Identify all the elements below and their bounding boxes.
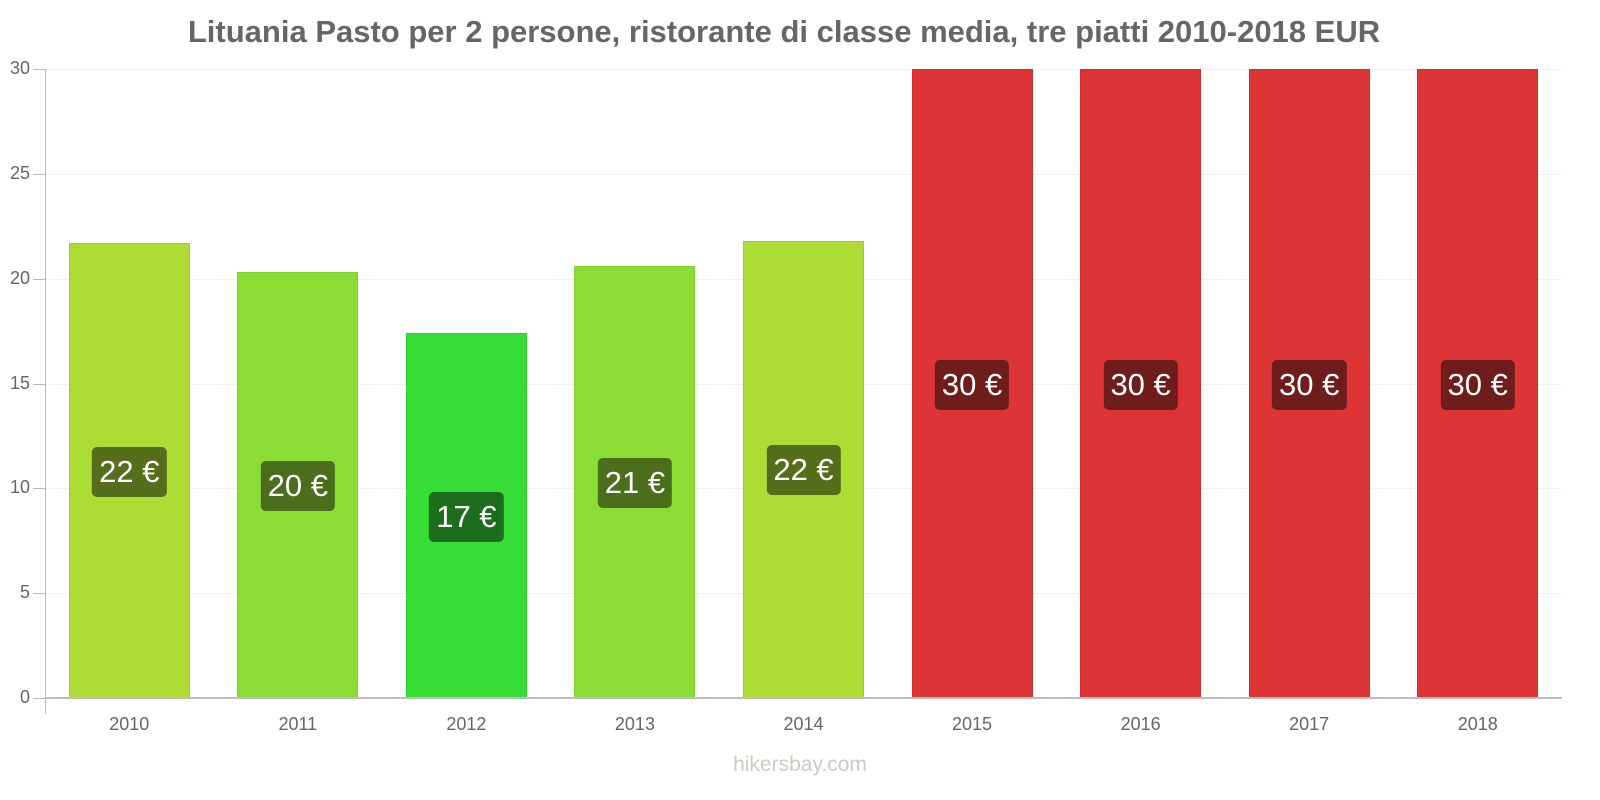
bar-value-label: 30 € [1271,359,1347,410]
watermark: hikersbay.com [733,753,867,776]
y-tick-mark [33,593,45,595]
y-tick-mark [33,698,45,699]
x-tick-label: 2013 [614,714,655,734]
chart-title: Lituania Pasto per 2 persone, ristorante… [187,14,1381,49]
bar-value-label: 30 € [934,359,1010,410]
bar-2011: 20 € [237,272,359,698]
x-tick-label: 2010 [109,714,150,734]
y-tick-mark [33,173,45,175]
bar-2016: 30 € [1080,69,1202,698]
bar-value-label: 22 € [92,446,167,497]
bar-value-label: 21 € [597,458,673,509]
bar-value-label: 22 € [766,445,841,496]
bar-value-label: 17 € [429,491,504,542]
x-tick-label: 2014 [783,714,824,734]
y-tick-label: 10 [9,477,30,498]
bar-2018: 30 € [1417,69,1539,698]
x-tick-label: 2012 [446,714,487,734]
bar-value-label: 20 € [260,461,335,512]
bar-value-label: 30 € [1440,359,1515,410]
bar-2010: 22 € [68,243,190,698]
x-tick-label: 2018 [1457,714,1498,734]
y-tick-label: 25 [9,162,30,183]
y-tick-mark [33,383,45,385]
x-tick-label: 2015 [952,714,993,734]
y-tick-mark [33,488,45,490]
gridline [45,69,1562,70]
y-tick-label: 5 [19,582,30,603]
x-tick-label: 2016 [1120,714,1161,734]
plot-area: 22 € 20 € 17 € 21 € 22 € 30 € 30 € 30 € 30 € [45,69,1562,698]
y-tick-mark [33,69,45,70]
x-axis-line [45,697,1562,699]
y-tick-label: 15 [9,372,30,393]
x-tick-label: 2017 [1289,714,1330,734]
bar-2012: 17 € [405,333,527,698]
y-tick-label: 0 [19,687,30,707]
y-axis-line [45,69,46,714]
bar-value-label: 30 € [1103,359,1178,410]
bar-2013: 21 € [574,266,696,698]
gridline [45,173,1562,175]
bar-2014: 22 € [743,240,864,698]
x-tick-label: 2011 [278,714,318,734]
bar-2015: 30 € [911,69,1033,698]
y-tick-label: 20 [9,267,30,288]
y-tick-label: 30 [9,58,30,78]
y-tick-mark [33,278,45,280]
bar-2017: 30 € [1248,69,1370,698]
